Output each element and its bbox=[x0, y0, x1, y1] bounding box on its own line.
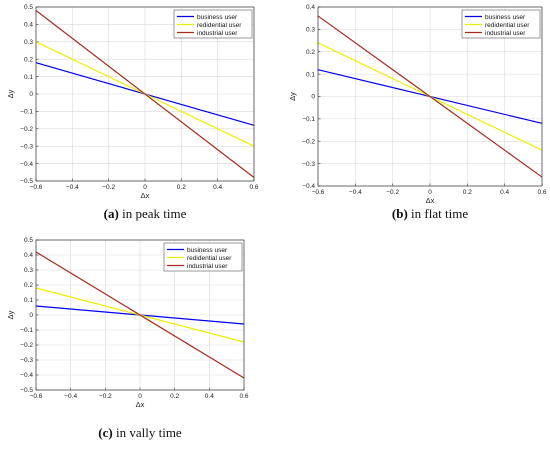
x-tick-label: −0.4 bbox=[64, 393, 77, 400]
x-tick-label: 0.2 bbox=[463, 189, 472, 196]
axes-frame bbox=[35, 6, 255, 182]
y-tick-label: −0.2 bbox=[20, 342, 33, 349]
panel-caption-text: in peak time bbox=[119, 206, 187, 221]
legend-label-1: business user bbox=[485, 14, 526, 21]
legend-label-3: industrial user bbox=[187, 263, 228, 270]
legend-label-1: business user bbox=[187, 247, 228, 254]
x-tick-label: −0.4 bbox=[66, 184, 79, 191]
legend-label-2: redidential user bbox=[485, 22, 530, 29]
y-tick-label: 0.3 bbox=[24, 39, 33, 46]
y-tick-label: 0.1 bbox=[24, 74, 33, 81]
y-tick-label: 0.3 bbox=[306, 27, 315, 34]
y-tick-label: 0.1 bbox=[24, 297, 33, 304]
x-tick-label: −0.6 bbox=[30, 184, 43, 191]
y-axis-label: Δy bbox=[6, 89, 15, 98]
panel-caption-text: in vally time bbox=[113, 425, 182, 440]
y-tick-label: 0.1 bbox=[306, 71, 315, 78]
axes-frame bbox=[317, 6, 543, 187]
x-tick-label: −0.6 bbox=[312, 189, 325, 196]
x-tick-label: 0.6 bbox=[239, 393, 248, 400]
x-tick-label: 0.6 bbox=[249, 184, 258, 191]
y-axis-label: Δy bbox=[288, 92, 297, 101]
x-tick-label: 0 bbox=[428, 189, 432, 196]
y-axis-label: Δy bbox=[6, 310, 15, 319]
y-tick-label: 0.2 bbox=[306, 49, 315, 56]
x-tick-label: 0.4 bbox=[500, 189, 509, 196]
x-tick-label: 0 bbox=[143, 184, 147, 191]
y-tick-label: −0.3 bbox=[20, 357, 33, 364]
series-line-3 bbox=[317, 15, 543, 178]
panel-caption: (c) in vally time bbox=[98, 425, 182, 440]
panel-caption-text: in flat time bbox=[408, 206, 469, 221]
panel-caption: (a) in peak time bbox=[104, 206, 187, 221]
y-tick-label: 0.4 bbox=[306, 4, 315, 11]
x-tick-label: 0.4 bbox=[213, 184, 222, 191]
x-tick-label: −0.2 bbox=[102, 184, 115, 191]
series-line-3 bbox=[35, 251, 245, 379]
panel-caption-label: (c) bbox=[98, 425, 112, 440]
y-tick-label: 0.3 bbox=[24, 267, 33, 274]
y-tick-label: 0 bbox=[29, 312, 33, 319]
x-tick-label: −0.2 bbox=[99, 393, 112, 400]
y-tick-label: −0.1 bbox=[302, 116, 315, 123]
y-tick-label: −0.1 bbox=[20, 109, 33, 116]
legend-label-2: redidential user bbox=[187, 255, 232, 262]
series-line-3 bbox=[35, 10, 255, 178]
y-tick-label: −0.3 bbox=[20, 143, 33, 150]
y-tick-label: 0 bbox=[311, 94, 315, 101]
y-tick-label: 0.2 bbox=[24, 282, 33, 289]
y-tick-label: −0.3 bbox=[302, 161, 315, 168]
x-tick-label: −0.4 bbox=[349, 189, 362, 196]
x-tick-label: −0.6 bbox=[30, 393, 43, 400]
legend-label-1: business user bbox=[197, 14, 238, 21]
axes-frame bbox=[35, 239, 245, 391]
y-tick-label: 0 bbox=[29, 91, 33, 98]
x-tick-label: −0.2 bbox=[386, 189, 399, 196]
chart-panel-a: −0.6 −0.4 −0.2 0 0.2 0.4 0.6 −0.5 −0.4 −0.3 −0.2 −0… bbox=[6, 4, 259, 221]
x-tick-label: 0.6 bbox=[537, 189, 546, 196]
y-tick-label: −0.5 bbox=[20, 387, 33, 394]
y-tick-label: −0.1 bbox=[20, 327, 33, 334]
y-tick-label: 0.4 bbox=[24, 252, 33, 259]
chart-panel-b: −0.6 −0.4 −0.2 0 0.2 0.4 0.6−0.4−0.3−0.2−0.100… bbox=[288, 4, 547, 221]
x-axis-label: Δx bbox=[426, 196, 435, 205]
legend-label-2: redidential user bbox=[197, 22, 242, 29]
x-tick-label: 0.4 bbox=[205, 393, 214, 400]
x-tick-label: 0.2 bbox=[170, 393, 179, 400]
y-tick-label: 0.4 bbox=[24, 22, 33, 29]
x-tick-label: 0.2 bbox=[177, 184, 186, 191]
y-tick-label: 0.5 bbox=[24, 237, 33, 244]
y-tick-label: −0.2 bbox=[302, 138, 315, 145]
y-tick-label: −0.2 bbox=[20, 126, 33, 133]
panel-caption: (b) in flat time bbox=[392, 206, 468, 221]
legend-box bbox=[173, 9, 253, 39]
y-tick-label: −0.4 bbox=[302, 183, 315, 190]
y-tick-label: −0.5 bbox=[20, 178, 33, 185]
x-tick-label: 0 bbox=[138, 393, 142, 400]
x-axis-label: Δx bbox=[141, 191, 150, 200]
y-tick-label: 0.5 bbox=[24, 4, 33, 11]
y-tick-label: −0.4 bbox=[20, 161, 33, 168]
legend-label-3: industrial user bbox=[197, 30, 238, 37]
x-axis-label: Δx bbox=[136, 400, 145, 409]
panel-caption-label: (b) bbox=[392, 206, 408, 221]
panel-caption-label: (a) bbox=[104, 206, 119, 221]
y-tick-label: −0.4 bbox=[20, 372, 33, 379]
legend-label-3: industrial user bbox=[485, 30, 526, 37]
chart-panel-c: −0.6 −0.4 −0.2 0 0.2 0.4 0.6 −0.5 −0.4 −0.3 −0.2 −0… bbox=[6, 237, 249, 440]
y-tick-label: 0.2 bbox=[24, 56, 33, 63]
